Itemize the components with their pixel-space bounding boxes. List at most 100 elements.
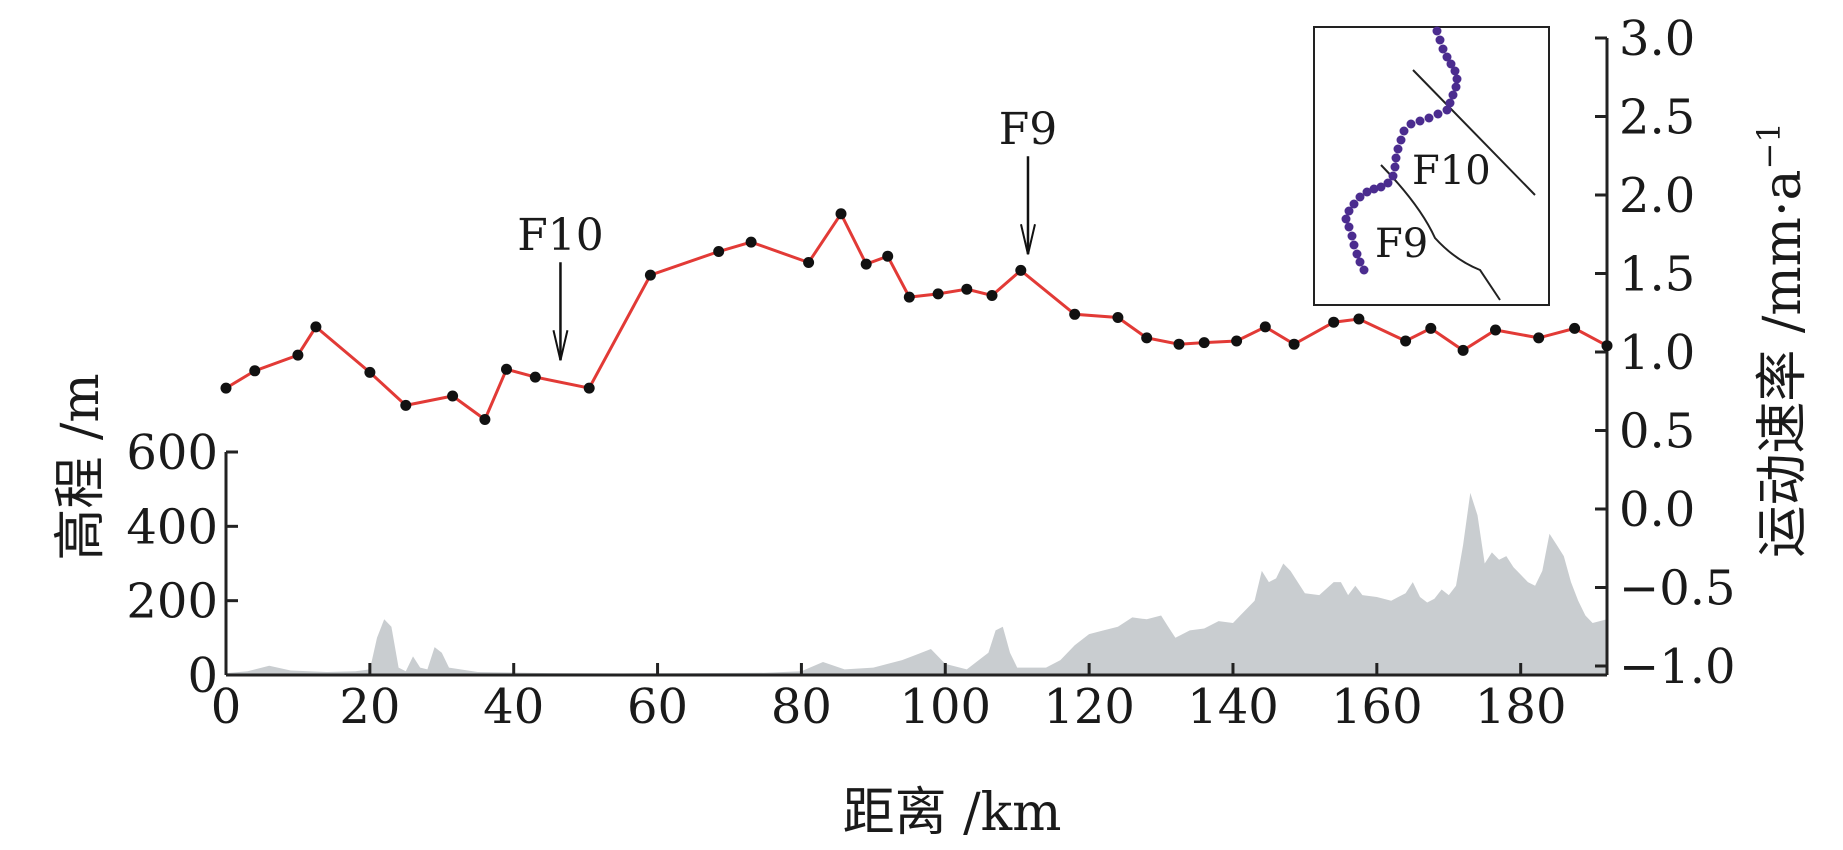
inset-fault-line-f9 xyxy=(1380,164,1501,301)
inset-track-point xyxy=(1424,113,1434,123)
right-tick-label: 1.5 xyxy=(1619,247,1695,303)
x-tick-label: 40 xyxy=(483,679,544,735)
inset-track-point xyxy=(1451,82,1461,92)
inset-track-point xyxy=(1383,178,1393,188)
rate-point xyxy=(501,363,512,375)
rate-point xyxy=(644,269,656,281)
rate-point xyxy=(310,321,322,333)
inset-track-point xyxy=(1355,257,1365,267)
right-tick-label: −1.0 xyxy=(1619,639,1736,695)
rate-point xyxy=(961,283,973,295)
elevation-area-layer xyxy=(226,492,1607,675)
inset-track-point xyxy=(1349,240,1359,250)
rate-point xyxy=(835,208,847,220)
inset-track-point xyxy=(1452,74,1462,84)
right-tick-label: 1.0 xyxy=(1619,325,1695,381)
rate-point xyxy=(903,291,915,303)
rate-point xyxy=(882,250,894,262)
x-axis-title: 距离 /km xyxy=(843,783,1062,843)
inset-track-point xyxy=(1446,59,1456,69)
inset-track-point xyxy=(1445,98,1455,108)
inset-track-point xyxy=(1415,116,1425,126)
left-tick-label: 0 xyxy=(187,648,218,704)
x-tick-label: 180 xyxy=(1475,679,1567,735)
x-tick-label: 60 xyxy=(627,679,688,735)
inset-track-point xyxy=(1369,184,1379,194)
inset-track-point xyxy=(1442,105,1452,115)
inset-track-point xyxy=(1359,265,1369,275)
rate-point xyxy=(1601,340,1613,352)
fault-annotations: F10 F9 xyxy=(517,104,1058,361)
rate-point xyxy=(713,246,725,257)
inset-label-f9: F9 xyxy=(1375,221,1428,267)
inset-track xyxy=(1341,26,1462,275)
rate-point xyxy=(1425,322,1437,334)
inset-track-point xyxy=(1341,214,1351,224)
inset-track-point xyxy=(1344,222,1354,232)
x-tick-label: 120 xyxy=(1043,679,1135,735)
rate-point xyxy=(932,288,944,300)
inset-track-point xyxy=(1438,44,1448,54)
inset-track-point xyxy=(1406,119,1416,129)
rate-point xyxy=(1490,324,1501,336)
right-axis-title: 运动速率 /mm·a−1 xyxy=(1750,122,1813,557)
rate-point xyxy=(1198,337,1210,349)
rate-point xyxy=(400,399,412,411)
inset-track-point xyxy=(1355,192,1365,202)
inset-frame xyxy=(1313,26,1550,306)
left-tick-label: 200 xyxy=(126,574,218,630)
right-tick-label: −0.5 xyxy=(1619,561,1736,617)
rate-point xyxy=(745,236,757,248)
inset-track-point xyxy=(1393,144,1403,154)
x-tick-label: 0 xyxy=(211,679,242,735)
rate-point xyxy=(1112,312,1124,323)
fault-label: F10 xyxy=(517,210,604,261)
rate-point xyxy=(1141,332,1153,344)
rate-point xyxy=(292,349,304,361)
x-tick-label: 140 xyxy=(1187,679,1279,735)
inset-track-point xyxy=(1433,109,1443,119)
rate-point xyxy=(1173,338,1185,350)
rate-point xyxy=(220,382,232,394)
rate-point xyxy=(1288,338,1300,350)
rate-point xyxy=(1533,332,1545,344)
elevation-area xyxy=(226,492,1607,675)
right-tick-label: 3.0 xyxy=(1619,11,1695,67)
rate-series-layer xyxy=(220,208,1613,425)
fault-label: F9 xyxy=(999,104,1058,155)
inset-track-point xyxy=(1432,26,1442,36)
rate-point xyxy=(986,290,998,301)
fault-arrow-head xyxy=(1020,223,1036,255)
inset-track-point xyxy=(1344,206,1354,216)
rate-line xyxy=(225,210,1608,422)
inset-track-point xyxy=(1448,90,1458,100)
rate-point xyxy=(1015,264,1027,276)
right-axis-title-main: 运动速率 /mm·a xyxy=(1753,169,1813,557)
inset-label-f10: F10 xyxy=(1412,148,1491,194)
x-tick-label: 100 xyxy=(899,679,991,735)
inset-track-point xyxy=(1390,162,1400,172)
inset-track-point xyxy=(1352,249,1362,259)
rate-point xyxy=(1328,316,1340,328)
rate-point xyxy=(1231,335,1243,347)
right-tick-label: 0.0 xyxy=(1619,482,1695,538)
right-tick-label: 0.5 xyxy=(1619,404,1695,460)
fault-arrow-head xyxy=(552,330,569,361)
left-tick-label: 600 xyxy=(126,425,218,481)
rate-point xyxy=(1353,313,1365,325)
rate-point xyxy=(529,371,541,383)
inset-track-point xyxy=(1399,126,1409,136)
rate-point xyxy=(1457,344,1469,356)
left-tick-label: 400 xyxy=(126,499,218,555)
x-tick-label: 80 xyxy=(771,679,832,735)
inset-track-point xyxy=(1396,135,1406,145)
rate-point xyxy=(1259,321,1271,333)
rate-point xyxy=(583,382,595,394)
inset-track-point xyxy=(1442,52,1452,62)
rate-point xyxy=(479,414,491,425)
rate-point xyxy=(1069,308,1081,320)
x-tick-label: 20 xyxy=(339,679,400,735)
inset-track-point xyxy=(1435,35,1445,45)
rate-point xyxy=(1569,322,1581,334)
